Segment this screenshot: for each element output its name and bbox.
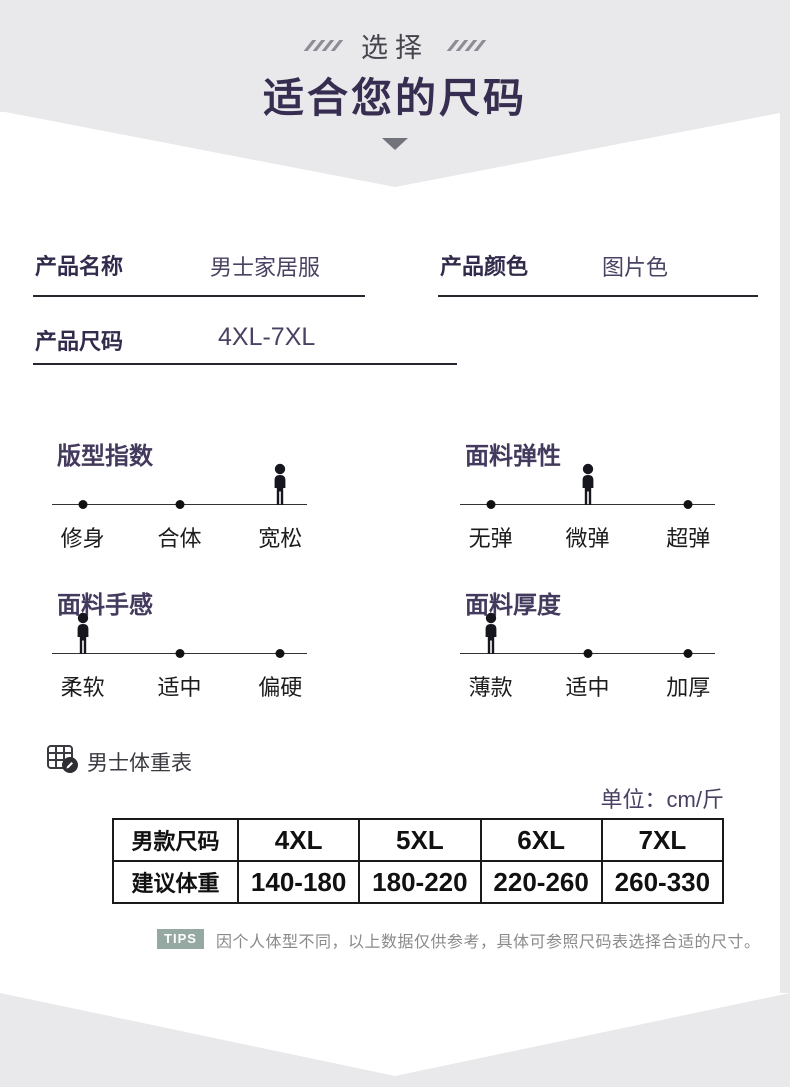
indicator-title-feel: 面料手感 — [57, 592, 153, 619]
slider-labels-stretch: 无弹 微弹 超弹 — [460, 521, 715, 551]
weight-table: 男款尺码 4XL 5XL 6XL 7XL 建议体重 140-180 180-220 220-26… — [112, 818, 725, 904]
table-cell: 7XL — [600, 818, 725, 862]
slider-dot — [275, 649, 285, 658]
product-color-value: 图片色 — [602, 255, 669, 280]
select-label: 选择 — [361, 33, 429, 63]
product-color-label: 产品颜色 — [440, 254, 529, 279]
slider-labels-thickness: 薄款 适中 加厚 — [460, 670, 715, 700]
slider-label: 适中 — [565, 675, 610, 700]
divider — [33, 295, 365, 297]
slider-label: 微弹 — [565, 526, 610, 551]
slider-label: 加厚 — [666, 675, 711, 700]
slider-label: 柔软 — [60, 675, 105, 700]
person-marker-icon — [268, 463, 292, 507]
product-size-label: 产品尺码 — [35, 329, 124, 354]
table-row-label: 男款尺码 — [112, 818, 239, 862]
divider — [438, 295, 758, 297]
slider-track-thickness — [460, 610, 715, 658]
header: 选择 — [0, 26, 790, 65]
slider-dot — [683, 500, 693, 509]
tips-text: 因个人体型不同，以上数据仅供参考，具体可参照尺码表选择合适的尺寸。 — [216, 934, 761, 951]
table-cell: 5XL — [358, 818, 482, 862]
slider-label: 偏硬 — [258, 675, 303, 700]
slider-track-fit — [52, 461, 307, 509]
slider-track-feel — [52, 610, 307, 658]
slider-labels-feel: 柔软 适中 偏硬 — [52, 670, 307, 700]
table-cell: 4XL — [236, 818, 361, 862]
table-row: 男款尺码 4XL 5XL 6XL 7XL — [112, 818, 725, 862]
bottom-chevron — [0, 993, 790, 1076]
slider-dot — [683, 649, 693, 658]
tips-badge: TIPS — [157, 929, 204, 949]
table-edit-icon — [46, 744, 80, 781]
slashes-left-icon — [303, 40, 344, 51]
product-size-value: 4XL-7XL — [218, 323, 316, 351]
slider-label: 薄款 — [468, 675, 513, 700]
page-title: 适合您的尺码 — [263, 75, 527, 121]
table-cell: 260-330 — [600, 860, 725, 904]
slider-label: 无弹 — [468, 526, 513, 551]
slider-label: 宽松 — [258, 526, 303, 551]
slashes-right-icon — [446, 40, 487, 51]
table-row-label: 建议体重 — [112, 860, 239, 904]
indicator-title-thickness: 面料厚度 — [465, 592, 561, 619]
person-marker-icon — [71, 612, 95, 656]
indicator-title-fit: 版型指数 — [57, 443, 153, 470]
slider-line — [460, 504, 715, 505]
slider-label: 修身 — [60, 526, 105, 551]
slider-labels-fit: 修身 合体 宽松 — [52, 521, 307, 551]
table-cell: 140-180 — [236, 860, 361, 904]
table-row: 建议体重 140-180 180-220 220-260 260-330 — [112, 860, 725, 904]
slider-dot — [486, 500, 496, 509]
weight-table-label: 男士体重表 — [87, 752, 192, 775]
product-name-label: 产品名称 — [35, 254, 124, 279]
slider-label: 超弹 — [666, 526, 711, 551]
product-name-value: 男士家居服 — [210, 255, 321, 280]
person-marker-icon — [479, 612, 503, 656]
unit-label: 单位：cm/斤 — [600, 787, 724, 812]
table-cell: 180-220 — [358, 860, 482, 904]
slider-label: 适中 — [157, 675, 202, 700]
divider — [33, 363, 457, 365]
table-cell: 6XL — [479, 818, 603, 862]
indicator-title-stretch: 面料弹性 — [465, 443, 561, 470]
slider-track-stretch — [460, 461, 715, 509]
chevron-down-icon — [382, 138, 408, 150]
slider-label: 合体 — [157, 526, 202, 551]
person-marker-icon — [576, 463, 600, 507]
slider-dot — [583, 649, 592, 658]
slider-dot — [78, 500, 88, 509]
table-cell: 220-260 — [479, 860, 603, 904]
slider-dot — [175, 649, 184, 658]
slider-dot — [175, 500, 184, 509]
